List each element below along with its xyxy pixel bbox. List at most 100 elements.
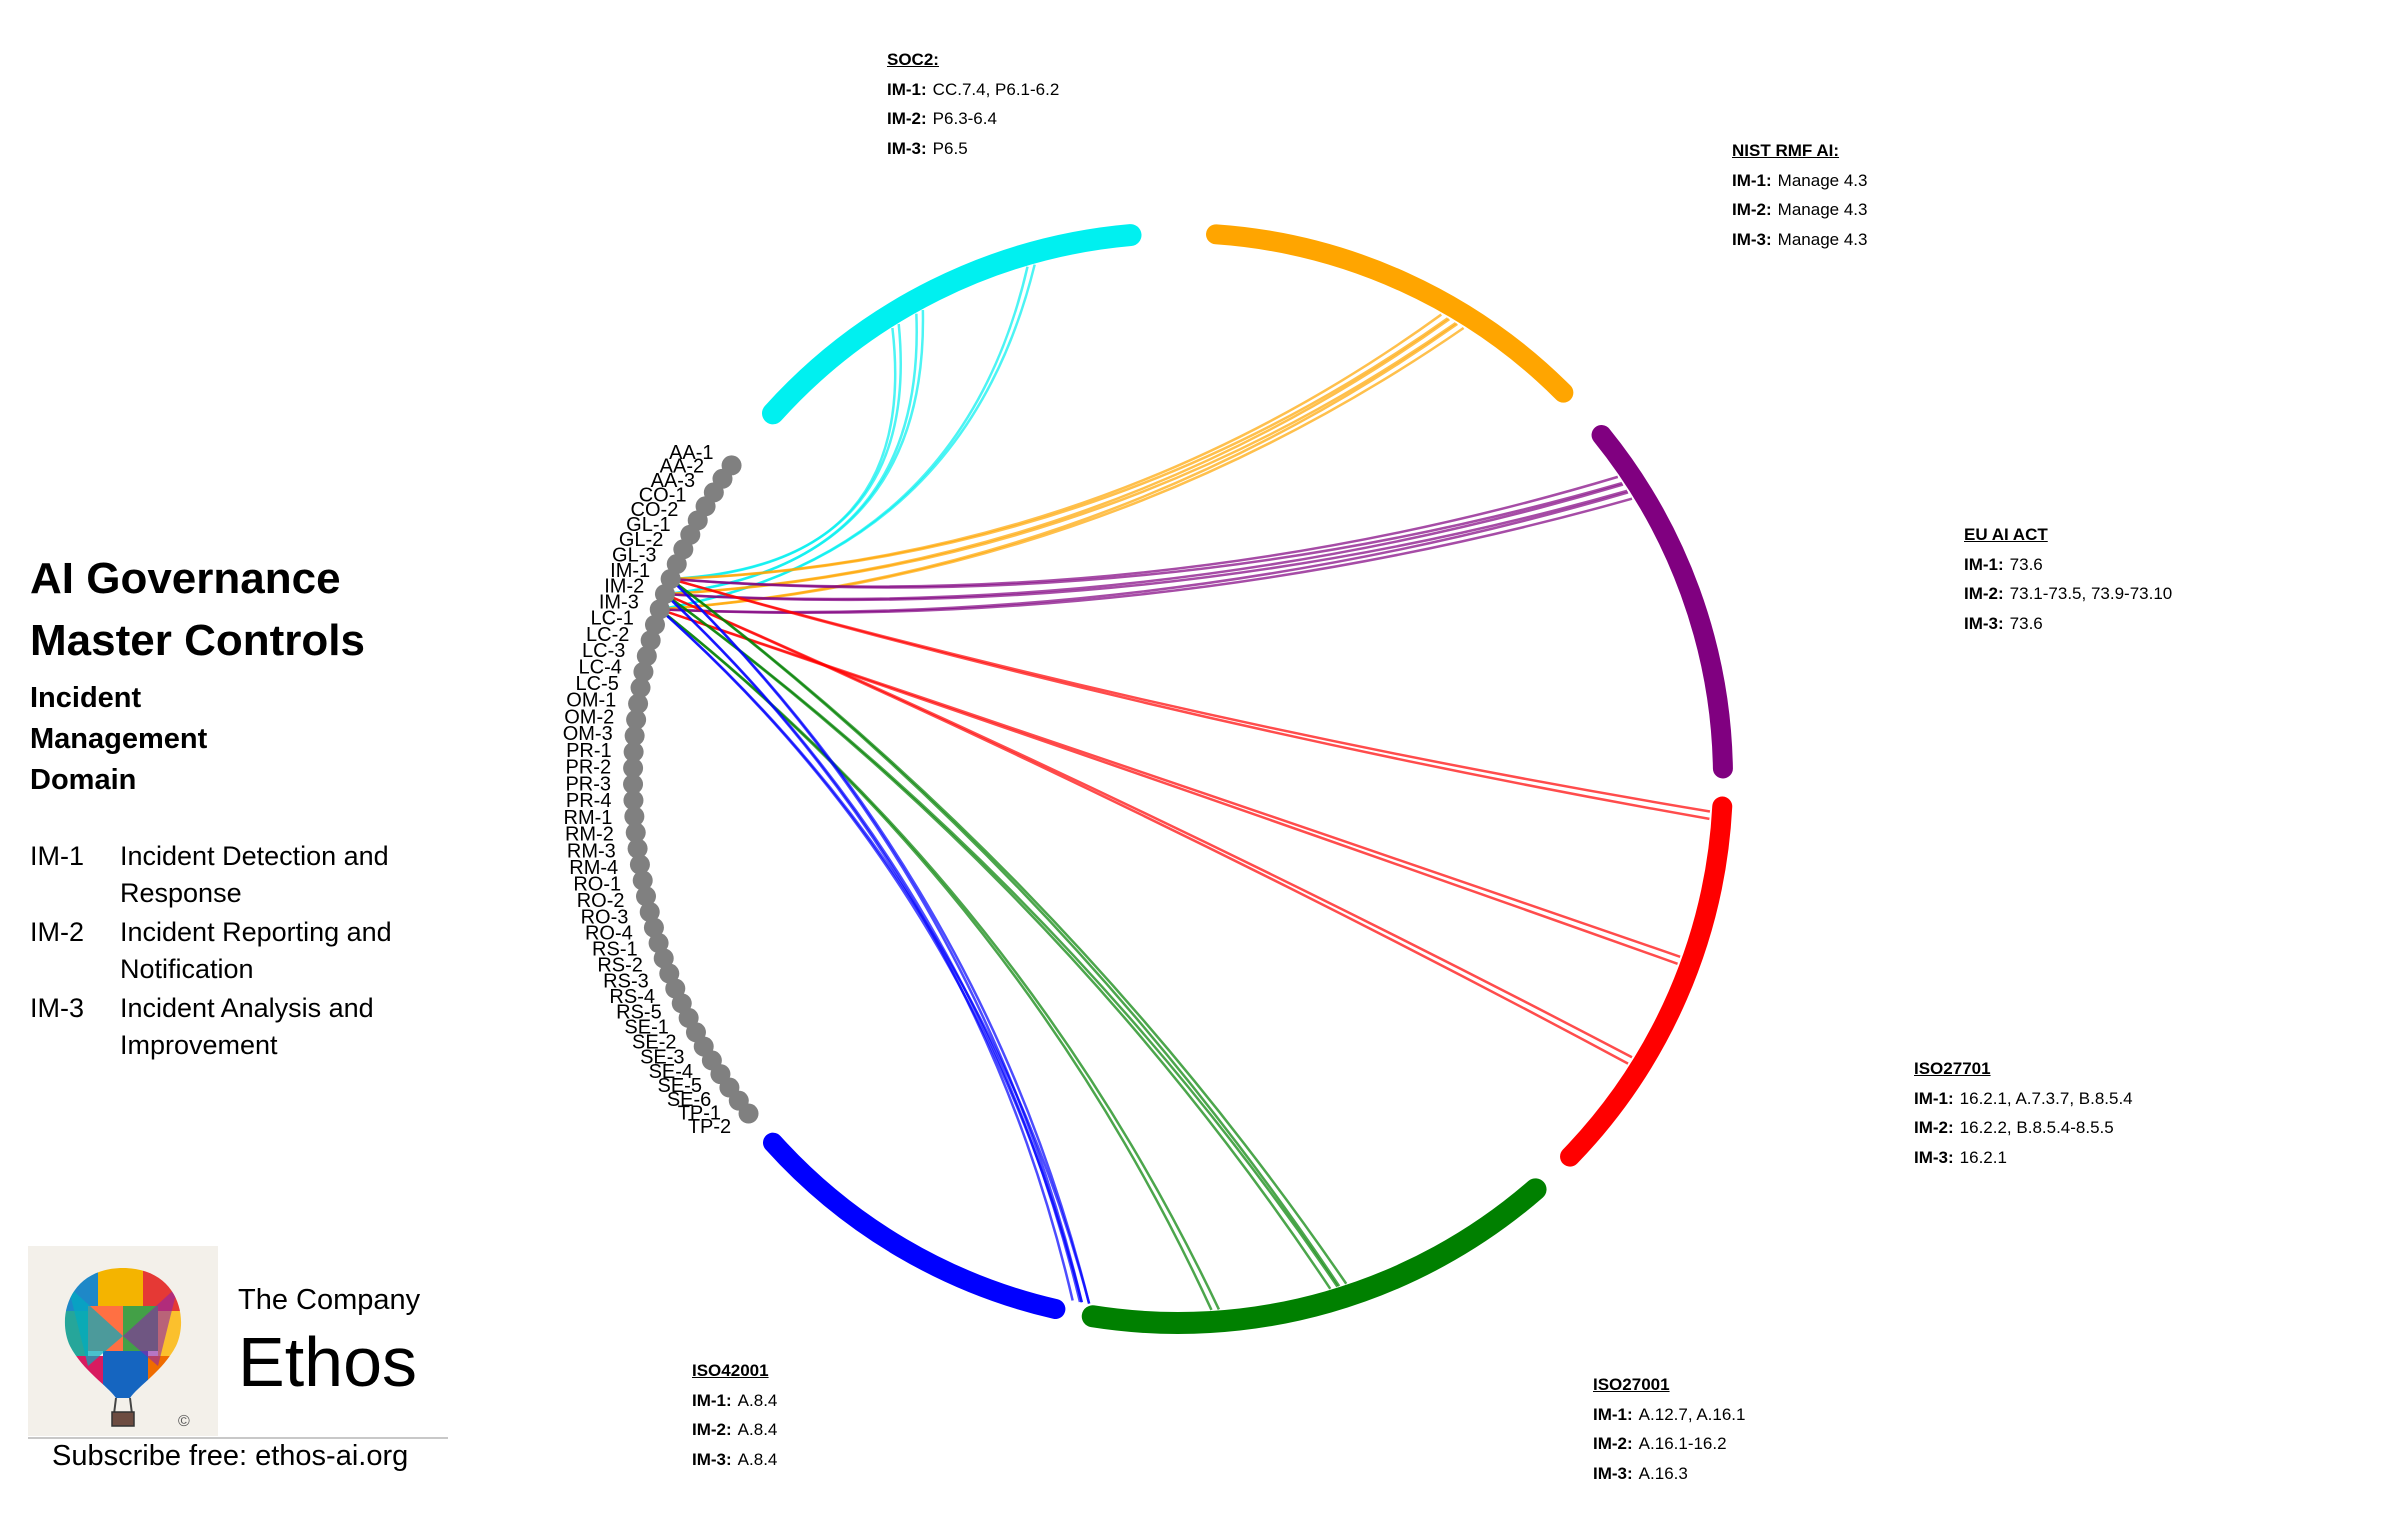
control-label: OM-1: [566, 690, 616, 712]
control-node: [629, 854, 650, 875]
control-label: SE-3: [640, 1046, 684, 1068]
control-label: OM-3: [563, 723, 613, 745]
mapping-line: IM-3: Manage 4.3: [1732, 229, 1868, 249]
control-label: PR-2: [566, 757, 612, 779]
mapping-line: IM-1: Manage 4.3: [1732, 170, 1868, 190]
soc2-chord: [670, 323, 902, 581]
nist-mapping: NIST RMF AI: IM-1: Manage 4.3 IM-2: Manage…: [1732, 136, 1867, 254]
iso27701-arc: [1560, 796, 1733, 1167]
legend-code: IM-1: [30, 841, 84, 871]
mapping-line: IM-3: A.8.4: [692, 1449, 778, 1469]
control-label: SE-4: [649, 1061, 693, 1083]
subtitle-line-2: Management: [30, 723, 208, 755]
control-node: [624, 725, 645, 746]
iso42001-chord: [664, 593, 1074, 1301]
control-node: [632, 870, 653, 891]
iso27001-arc: [1081, 1178, 1547, 1334]
control-label: OM-2: [564, 706, 614, 728]
control-label: LC-5: [575, 673, 618, 695]
control-label: IM-1: [610, 560, 650, 582]
control-label: AA-2: [660, 456, 704, 478]
iso27001-title: ISO27001: [1593, 1375, 1670, 1394]
control-nodes: AA-1AA-2AA-3CO-1CO-2GL-1GL-2GL-3IM-1IM-2…: [563, 442, 759, 1138]
control-node: [659, 963, 680, 984]
control-label: GL-1: [626, 514, 670, 536]
nist-arc: [1206, 224, 1574, 403]
control-label: RS-1: [592, 939, 638, 961]
control-node: [643, 917, 664, 938]
iso27001-chord: [658, 608, 1213, 1311]
mapping-line: IM-1: CC.7.4, P6.1-6.2: [887, 79, 1060, 99]
company-tagline: The Company: [238, 1284, 421, 1316]
standard-arcs: [761, 224, 1733, 1334]
mapping-line: IM-3: 73.6: [1964, 613, 2043, 633]
iso42001-chord: [669, 578, 1083, 1303]
control-label: LC-3: [582, 640, 625, 662]
control-label: RO-3: [581, 906, 629, 928]
iso42001-chord: [658, 608, 1091, 1304]
control-label: CO-1: [639, 484, 687, 506]
legend-row: IM-2 Incident Reporting and Notification: [30, 914, 420, 988]
control-label: CO-2: [631, 499, 679, 521]
control-label: RO-4: [585, 923, 633, 945]
company-logo: ©: [28, 1246, 218, 1436]
euai-arc: [1591, 425, 1733, 779]
control-label: LC-1: [591, 608, 634, 630]
control-label: SE-1: [624, 1017, 668, 1039]
control-node: [639, 901, 660, 922]
euai-chord: [664, 489, 1628, 602]
subscribe-link[interactable]: Subscribe free: ethos-ai.org: [52, 1440, 409, 1472]
mapping-line: IM-2: A.8.4: [692, 1420, 778, 1439]
copyright-mark: ©: [178, 1413, 190, 1430]
control-label: AA-3: [651, 470, 695, 492]
iso27701-mapping: ISO27701 IM-1: 16.2.1, A.7.3.7, B.8.5.4 I…: [1914, 1054, 2133, 1172]
chord-links: [658, 264, 1711, 1311]
title-line-2: Master Controls: [30, 616, 365, 665]
control-node: [635, 886, 656, 907]
iso27001-chord: [664, 593, 1332, 1290]
euai-chord: [664, 483, 1624, 601]
page-title: AI Governance Master Controls: [30, 548, 365, 672]
mapping-line: IM-3: P6.5: [887, 138, 968, 158]
nist-chord: [664, 322, 1457, 596]
iso27701-chord: [670, 577, 1710, 821]
control-label: RS-3: [603, 970, 649, 992]
logo-divider: [28, 1437, 448, 1439]
control-label: RM-1: [564, 807, 613, 829]
control-node: [625, 822, 646, 843]
control-label: PR-1: [566, 740, 612, 762]
mapping-line: IM-1: 16.2.1, A.7.3.7, B.8.5.4: [1914, 1088, 2133, 1108]
control-label: SE-2: [632, 1032, 676, 1054]
control-label: SE-6: [667, 1089, 711, 1111]
soc2-chord: [659, 264, 1036, 611]
iso27001-chord: [669, 577, 1341, 1287]
control-node: [627, 838, 648, 859]
iso27001-chord: [669, 577, 1348, 1285]
legend-description: Incident Reporting and Notification: [120, 917, 392, 984]
mapping-line: IM-2: 73.1-73.5, 73.9-73.10: [1964, 584, 2173, 603]
mapping-line: IM-1: A.12.7, A.16.1: [1593, 1404, 1746, 1424]
control-label: LC-4: [579, 657, 622, 679]
control-label: GL-3: [612, 544, 656, 566]
control-node: [653, 948, 674, 969]
mapping-line: IM-3: A.16.3: [1593, 1463, 1688, 1483]
control-label: TP-1: [678, 1103, 721, 1125]
mapping-line: IM-1: 73.6: [1964, 554, 2043, 574]
eu-ai-act-title: EU AI ACT: [1964, 525, 2048, 544]
control-node: [640, 630, 661, 651]
domain-subtitle: Incident Management Domain: [30, 678, 207, 801]
iso42001-chord: [664, 593, 1082, 1303]
mapping-line: IM-2: Manage 4.3: [1732, 200, 1868, 219]
soc2-title: SOC2:: [887, 50, 939, 69]
control-node: [660, 568, 681, 589]
legend-code: IM-3: [30, 993, 84, 1023]
control-label: RS-5: [616, 1001, 662, 1023]
nist-chord: [670, 317, 1449, 581]
legend-description: Incident Detection and Response: [120, 841, 389, 908]
control-node: [623, 758, 644, 779]
mapping-line: IM-2: A.16.1-16.2: [1593, 1434, 1727, 1453]
control-label: PR-3: [565, 773, 611, 795]
control-label: RS-2: [597, 955, 643, 977]
control-node: [654, 584, 675, 605]
control-label: RM-3: [567, 840, 616, 862]
